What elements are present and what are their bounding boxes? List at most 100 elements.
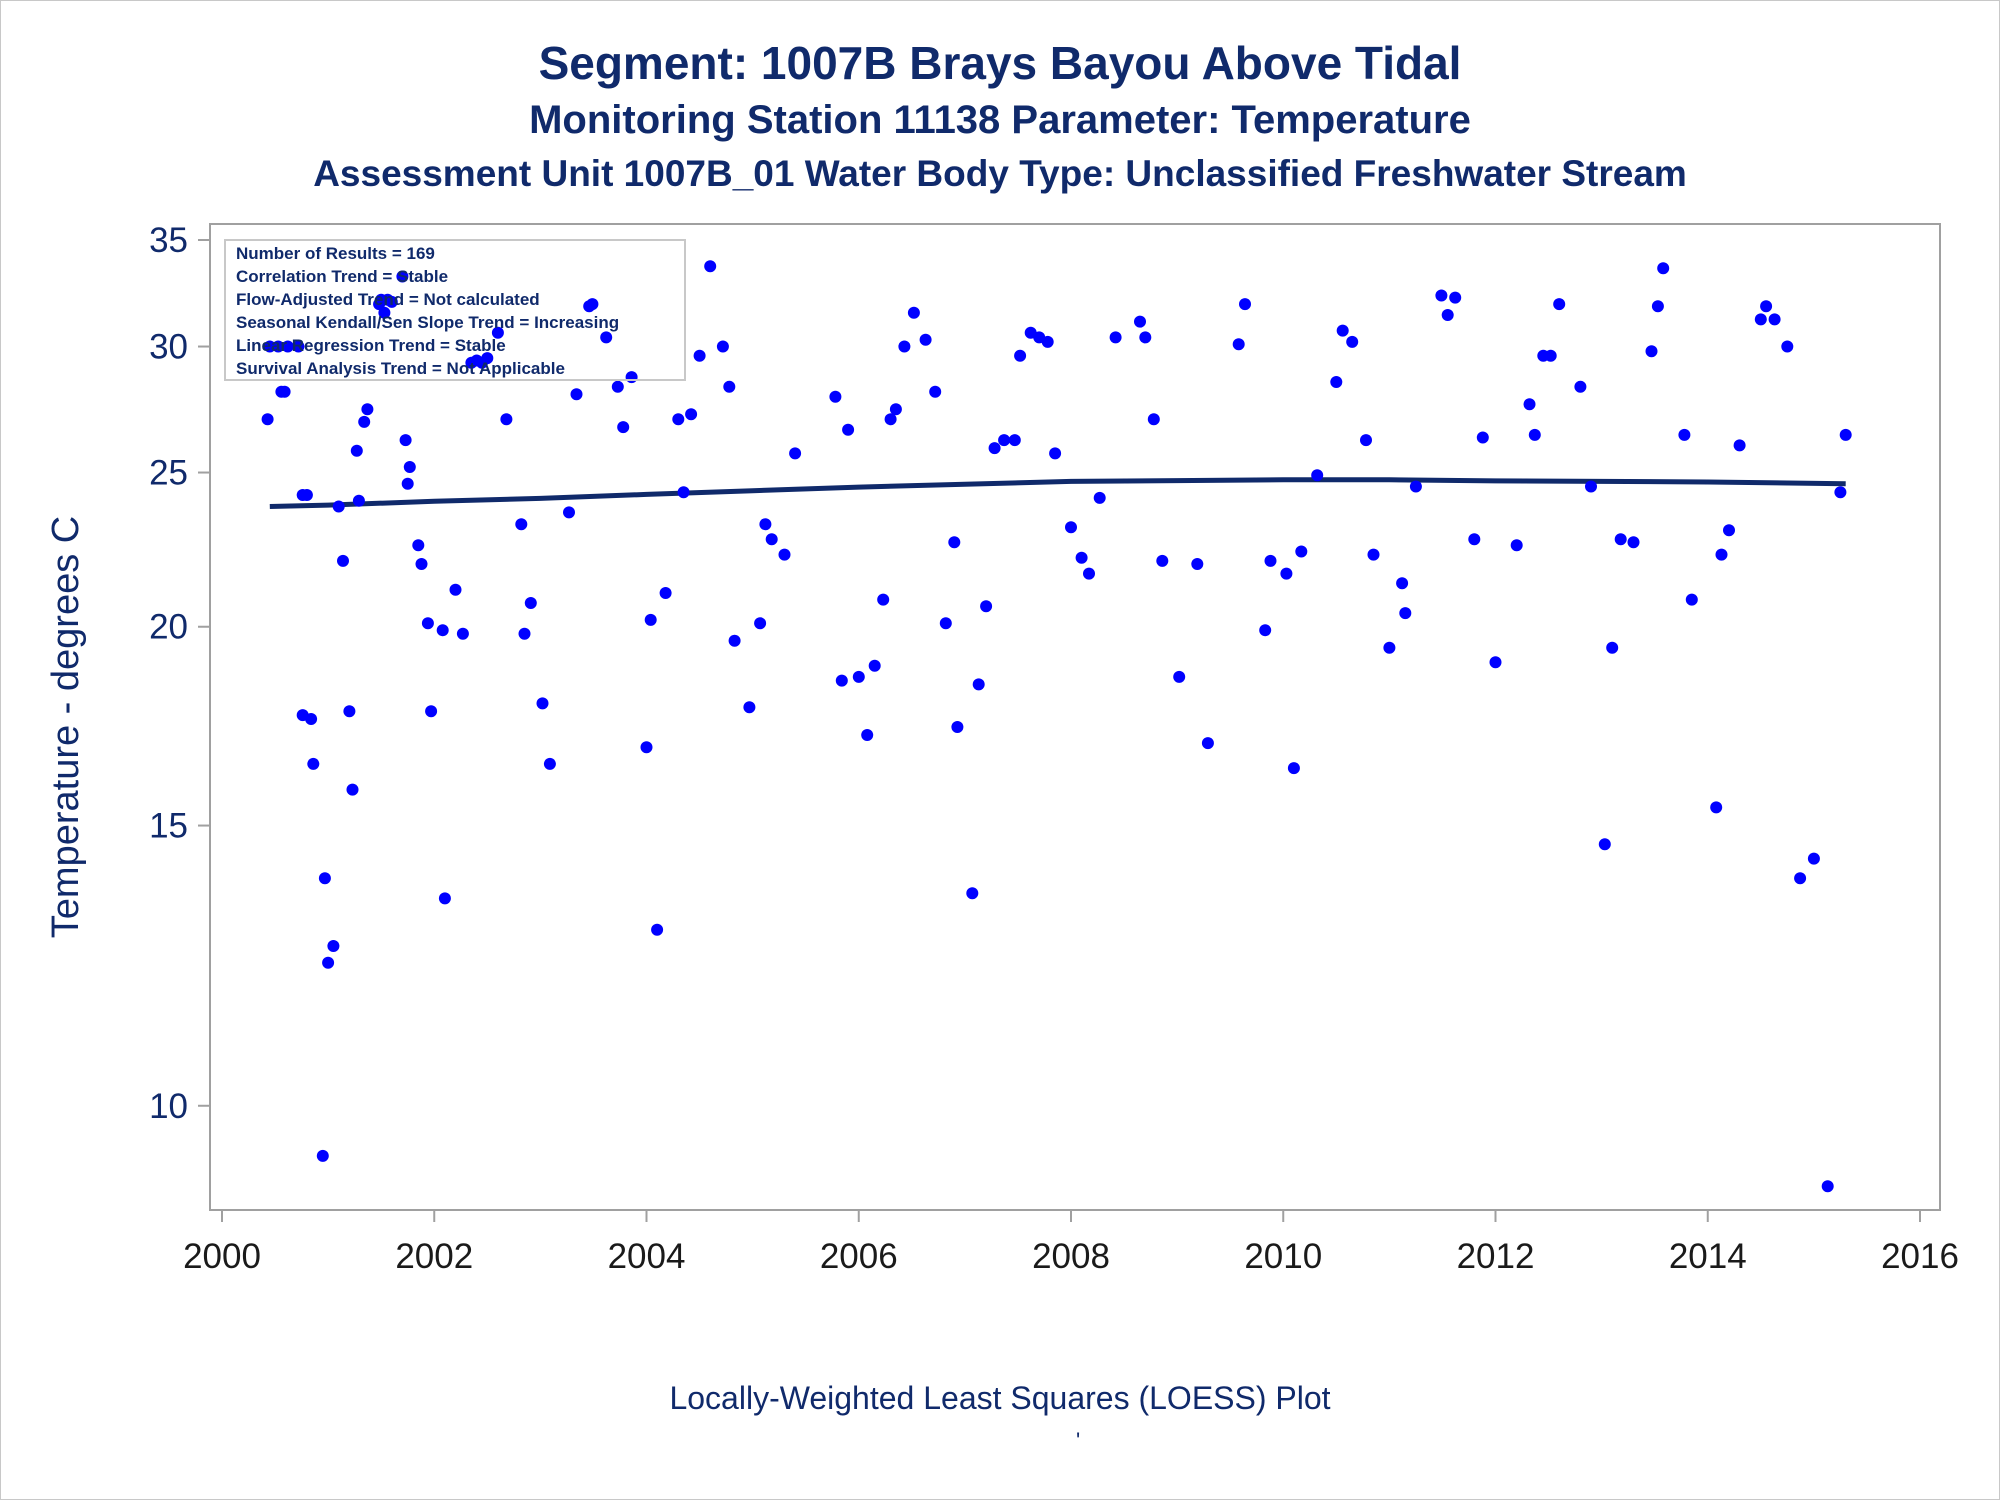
data-point: [1383, 641, 1396, 654]
data-point: [966, 887, 979, 900]
data-point: [500, 413, 513, 426]
x-tick-label: 2014: [1669, 1237, 1747, 1276]
data-point: [835, 674, 848, 687]
data-point: [1710, 801, 1723, 814]
data-point: [1510, 539, 1523, 552]
data-point: [1528, 428, 1541, 441]
data-point: [1834, 486, 1847, 499]
data-point: [1232, 338, 1245, 351]
data-point: [586, 298, 599, 311]
data-point: [704, 260, 717, 273]
data-point: [1645, 345, 1658, 358]
data-point: [1093, 491, 1106, 504]
data-point: [789, 447, 802, 460]
stats-box-line: Survival Analysis Trend = Not Applicable: [236, 359, 565, 378]
data-point: [1008, 434, 1021, 447]
data-point: [307, 757, 320, 770]
data-point: [1041, 335, 1054, 348]
data-point: [378, 306, 391, 319]
data-point: [1311, 469, 1324, 482]
data-point: [929, 385, 942, 398]
stats-box-border: [224, 239, 686, 381]
points-layer: [261, 260, 1852, 1193]
data-point: [327, 940, 340, 952]
data-point: [1807, 852, 1820, 865]
data-point: [1678, 428, 1691, 441]
data-point: [1239, 298, 1251, 311]
data-point: [1049, 447, 1062, 460]
y-tick-label: 35: [149, 221, 188, 260]
data-point: [524, 597, 537, 609]
y-tick-label: 25: [149, 454, 188, 493]
data-point: [318, 872, 331, 885]
data-point: [1723, 524, 1735, 537]
data-point: [1264, 554, 1277, 567]
data-point: [884, 413, 897, 426]
data-point: [600, 331, 613, 344]
data-point: [449, 583, 462, 596]
data-point: [693, 349, 706, 362]
data-point: [1627, 536, 1640, 549]
data-point: [889, 403, 902, 416]
data-point: [644, 613, 657, 626]
data-point: [1839, 428, 1852, 441]
loess-trend-line: [269, 477, 1846, 509]
x-tick-label: 2012: [1457, 1237, 1535, 1276]
data-point: [778, 548, 791, 561]
data-point: [1259, 624, 1272, 637]
data-point: [951, 721, 964, 733]
data-point: [1544, 349, 1557, 362]
data-point: [1821, 1180, 1834, 1193]
data-point: [1606, 641, 1619, 654]
data-point: [919, 333, 932, 346]
data-point: [421, 617, 434, 630]
data-point: [898, 340, 911, 353]
data-point: [1449, 291, 1462, 304]
data-point: [385, 295, 398, 308]
data-point: [939, 617, 952, 630]
data-point: [1360, 434, 1372, 447]
data-point: [716, 340, 729, 353]
footnote-mark: ': [1076, 1428, 1081, 1453]
data-point: [399, 434, 412, 447]
data-point: [1794, 872, 1807, 885]
data-point: [1523, 398, 1536, 411]
data-point: [361, 403, 374, 416]
data-point: [261, 413, 274, 426]
data-point: [543, 757, 556, 770]
data-point: [754, 617, 767, 630]
data-point: [1760, 300, 1773, 313]
data-point: [536, 697, 549, 710]
data-point: [272, 340, 285, 353]
data-point: [1280, 567, 1293, 580]
data-point: [305, 713, 318, 725]
data-point: [412, 539, 425, 552]
y-tick-label: 20: [149, 608, 188, 647]
data-point: [728, 634, 741, 647]
y-axis-title: Temperature - degrees C: [45, 516, 87, 938]
data-point: [1657, 262, 1670, 275]
x-axis: 2000 2002 2004 2006 2008 2010 2012 2014 2016: [183, 1210, 1959, 1276]
data-point: [332, 500, 345, 513]
data-point: [1399, 607, 1412, 620]
data-point: [980, 600, 993, 613]
data-point: [1614, 533, 1627, 546]
stats-box-line: Number of Results = 169: [236, 244, 435, 263]
data-point: [401, 477, 414, 490]
data-point: [1065, 521, 1077, 534]
data-point: [651, 923, 664, 936]
data-point: [1330, 376, 1343, 388]
x-tick-label: 2010: [1244, 1237, 1322, 1276]
data-point: [1598, 838, 1611, 851]
data-point: [1156, 554, 1169, 567]
data-point: [436, 624, 449, 637]
data-point: [1435, 289, 1448, 302]
data-point: [611, 380, 624, 393]
x-tick-label: 2006: [820, 1237, 898, 1276]
data-point: [1287, 762, 1300, 775]
data-point: [358, 415, 371, 428]
data-point: [765, 533, 778, 546]
data-point: [518, 627, 531, 640]
data-point: [415, 558, 428, 570]
